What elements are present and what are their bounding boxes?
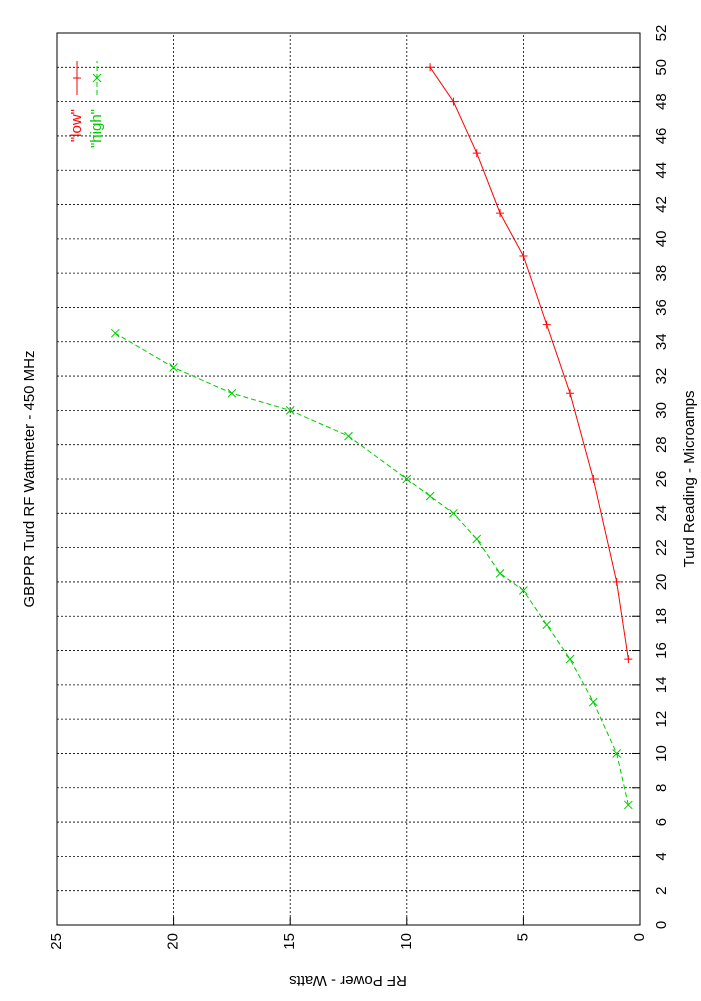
y-tick-label: 10 xyxy=(398,933,415,950)
point xyxy=(472,149,481,158)
x-tick-label: 40 xyxy=(653,231,670,248)
legend-label: "high" xyxy=(88,109,105,148)
x-tick-label: 30 xyxy=(653,402,670,419)
plot-border xyxy=(56,32,641,926)
x-tick-label: 36 xyxy=(653,299,670,316)
x-tick-label: 2 xyxy=(653,887,670,895)
point xyxy=(589,475,598,483)
x-tick-label: 44 xyxy=(653,162,670,179)
point xyxy=(426,63,435,72)
point xyxy=(449,97,458,106)
series-line xyxy=(429,67,629,660)
point xyxy=(542,620,552,630)
y-tick-label: 25 xyxy=(48,933,65,950)
point xyxy=(565,654,575,664)
x-tick-label: 14 xyxy=(653,677,670,694)
point xyxy=(612,749,622,758)
x-axis-label: Turd Reading - Microamps xyxy=(681,390,698,567)
y-axis-label: RF Power - Watts xyxy=(289,972,407,989)
point xyxy=(624,655,633,664)
point xyxy=(449,508,458,518)
x-tick-label: 50 xyxy=(653,59,670,76)
x-tick-label: 26 xyxy=(653,471,670,488)
point xyxy=(169,363,178,372)
y-tick-label: 0 xyxy=(631,933,648,941)
point xyxy=(344,431,353,441)
chart-title: GBPPR Turd RF Wattmeter - 450 MHz xyxy=(21,351,38,608)
point xyxy=(495,568,505,578)
plot-frame: GBPPR Turd RF Wattmeter - 450 MHz Turd R… xyxy=(21,25,698,989)
x-tick-label: 10 xyxy=(653,745,670,762)
x-tick-label: 32 xyxy=(653,368,670,385)
x-tick-label: 8 xyxy=(653,784,670,792)
point xyxy=(623,800,633,810)
x-tick-label: 18 xyxy=(653,608,670,625)
x-tick-label: 46 xyxy=(653,128,670,145)
point xyxy=(285,406,295,415)
x-tick-label: 4 xyxy=(653,852,670,860)
legend-label: "low" xyxy=(68,109,85,142)
point xyxy=(472,534,482,544)
point xyxy=(496,209,505,218)
x-tick-label: 0 xyxy=(653,921,670,929)
x-tick-label: 28 xyxy=(653,436,670,453)
point xyxy=(92,73,102,83)
point xyxy=(402,474,412,484)
y-tick-label: 20 xyxy=(165,933,182,950)
y-tick-label: 5 xyxy=(514,933,531,941)
x-tick-label: 48 xyxy=(653,93,670,110)
x-tick-label: 20 xyxy=(653,574,670,591)
x-tick-label: 52 xyxy=(653,25,670,42)
x-tick-label: 16 xyxy=(653,642,670,659)
x-tick-label: 34 xyxy=(653,333,670,350)
point xyxy=(227,388,237,398)
point xyxy=(542,320,551,329)
series-line xyxy=(115,332,629,806)
point xyxy=(73,74,81,82)
y-tick-label: 15 xyxy=(281,933,298,950)
x-tick-label: 6 xyxy=(653,818,670,826)
x-tick-label: 12 xyxy=(653,711,670,728)
point xyxy=(519,586,528,595)
point xyxy=(519,252,528,260)
point xyxy=(612,577,621,586)
x-tick-label: 22 xyxy=(653,539,670,556)
point xyxy=(425,491,435,501)
x-tick-label: 24 xyxy=(653,505,670,522)
point xyxy=(110,328,120,338)
point xyxy=(566,389,575,398)
x-tick-label: 42 xyxy=(653,196,670,213)
x-tick-label: 38 xyxy=(653,265,670,282)
point xyxy=(589,697,598,707)
